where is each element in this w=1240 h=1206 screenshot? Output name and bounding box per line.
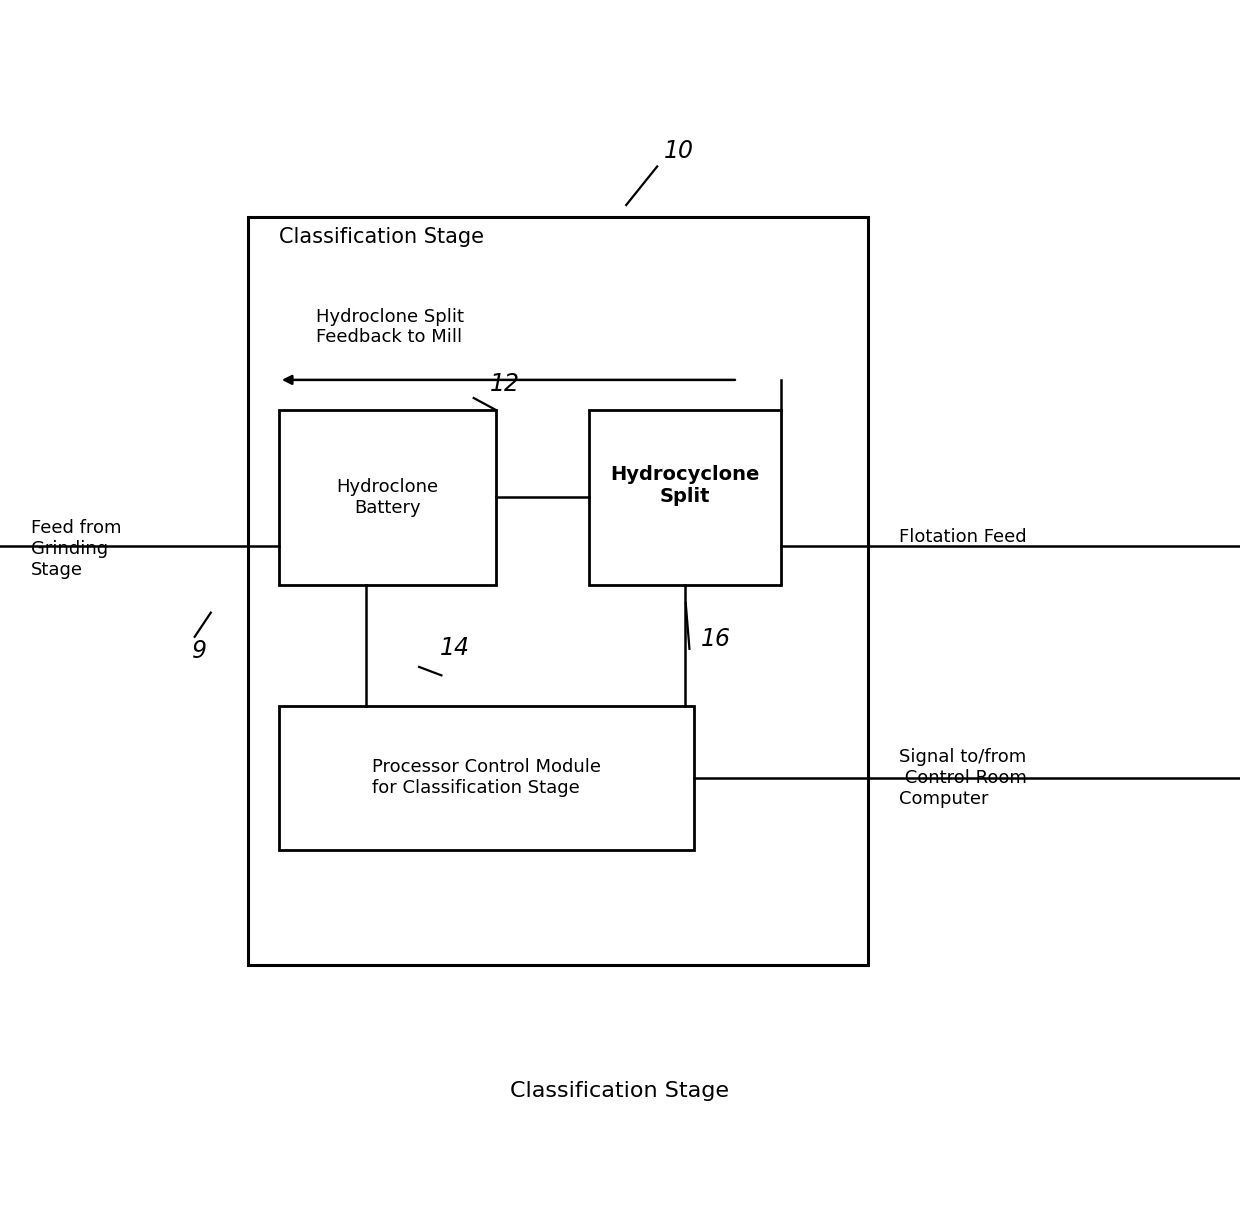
Text: 14: 14 — [440, 636, 470, 660]
Bar — [279, 410, 496, 585]
Text: Processor Control Module
for Classification Stage: Processor Control Module for Classificat… — [372, 759, 601, 797]
Text: 12: 12 — [490, 371, 520, 396]
Text: 9: 9 — [192, 639, 207, 663]
Text: Classification Stage: Classification Stage — [279, 227, 484, 247]
Bar — [589, 410, 781, 585]
Bar — [248, 217, 868, 965]
Text: Hydrocyclone
Split: Hydrocyclone Split — [610, 466, 760, 505]
Text: Hydroclone
Battery: Hydroclone Battery — [336, 478, 439, 517]
Bar — [279, 706, 694, 850]
Text: 16: 16 — [701, 627, 730, 651]
Text: Signal to/from
 Control Room
Computer: Signal to/from Control Room Computer — [899, 748, 1027, 808]
Text: Hydroclone Split
Feedback to Mill: Hydroclone Split Feedback to Mill — [316, 308, 464, 346]
Text: Flotation Feed: Flotation Feed — [899, 528, 1027, 545]
Text: Classification Stage: Classification Stage — [511, 1082, 729, 1101]
Text: Feed from
Grinding
Stage: Feed from Grinding Stage — [31, 519, 122, 579]
Text: 10: 10 — [663, 139, 693, 163]
